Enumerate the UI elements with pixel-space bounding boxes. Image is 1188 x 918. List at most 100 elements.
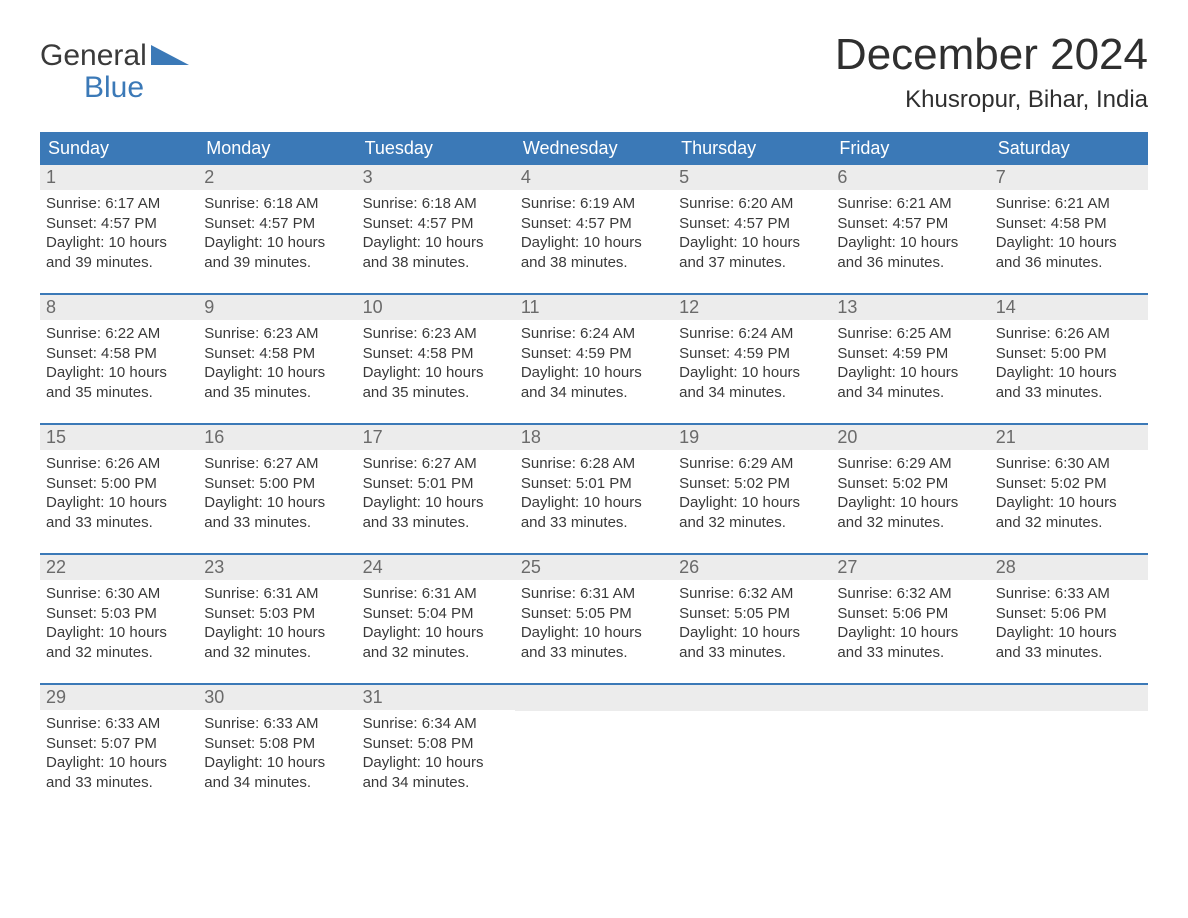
- day-body: Sunrise: 6:33 AMSunset: 5:07 PMDaylight:…: [40, 710, 198, 800]
- day-body: Sunrise: 6:21 AMSunset: 4:58 PMDaylight:…: [990, 190, 1148, 280]
- daylight-line2: and 32 minutes.: [837, 513, 983, 533]
- day-header: Thursday: [673, 132, 831, 165]
- sunrise-line: Sunrise: 6:24 AM: [679, 324, 825, 344]
- sunrise-line: Sunrise: 6:26 AM: [996, 324, 1142, 344]
- day-cell: 17Sunrise: 6:27 AMSunset: 5:01 PMDayligh…: [357, 425, 515, 543]
- sunset-line: Sunset: 4:58 PM: [996, 214, 1142, 234]
- sunrise-line: Sunrise: 6:21 AM: [996, 194, 1142, 214]
- daylight-line1: Daylight: 10 hours: [46, 753, 192, 773]
- day-number: [990, 685, 1148, 711]
- sunset-line: Sunset: 4:58 PM: [204, 344, 350, 364]
- daylight-line1: Daylight: 10 hours: [679, 363, 825, 383]
- day-cell: 18Sunrise: 6:28 AMSunset: 5:01 PMDayligh…: [515, 425, 673, 543]
- sunset-line: Sunset: 5:02 PM: [837, 474, 983, 494]
- daylight-line2: and 32 minutes.: [363, 643, 509, 663]
- day-header: Tuesday: [357, 132, 515, 165]
- day-body: Sunrise: 6:29 AMSunset: 5:02 PMDaylight:…: [673, 450, 831, 540]
- sunset-line: Sunset: 5:01 PM: [521, 474, 667, 494]
- day-body: Sunrise: 6:27 AMSunset: 5:01 PMDaylight:…: [357, 450, 515, 540]
- day-cell: 12Sunrise: 6:24 AMSunset: 4:59 PMDayligh…: [673, 295, 831, 413]
- sunrise-line: Sunrise: 6:20 AM: [679, 194, 825, 214]
- sunrise-line: Sunrise: 6:34 AM: [363, 714, 509, 734]
- sunrise-line: Sunrise: 6:18 AM: [363, 194, 509, 214]
- day-cell: 3Sunrise: 6:18 AMSunset: 4:57 PMDaylight…: [357, 165, 515, 283]
- sunset-line: Sunset: 5:03 PM: [46, 604, 192, 624]
- week-row: 1Sunrise: 6:17 AMSunset: 4:57 PMDaylight…: [40, 165, 1148, 283]
- sunset-line: Sunset: 4:59 PM: [521, 344, 667, 364]
- day-body: Sunrise: 6:32 AMSunset: 5:06 PMDaylight:…: [831, 580, 989, 670]
- brand-word1-row: General: [40, 40, 189, 72]
- brand-triangle-icon: [151, 40, 189, 72]
- day-body: Sunrise: 6:22 AMSunset: 4:58 PMDaylight:…: [40, 320, 198, 410]
- sunrise-line: Sunrise: 6:31 AM: [363, 584, 509, 604]
- sunrise-line: Sunrise: 6:24 AM: [521, 324, 667, 344]
- daylight-line2: and 38 minutes.: [363, 253, 509, 273]
- daylight-line2: and 35 minutes.: [363, 383, 509, 403]
- daylight-line1: Daylight: 10 hours: [204, 623, 350, 643]
- daylight-line2: and 33 minutes.: [996, 643, 1142, 663]
- day-cell: [990, 685, 1148, 803]
- day-number: 19: [673, 425, 831, 450]
- daylight-line1: Daylight: 10 hours: [521, 493, 667, 513]
- sunrise-line: Sunrise: 6:19 AM: [521, 194, 667, 214]
- sunrise-line: Sunrise: 6:18 AM: [204, 194, 350, 214]
- daylight-line2: and 36 minutes.: [837, 253, 983, 273]
- daylight-line1: Daylight: 10 hours: [204, 233, 350, 253]
- sunset-line: Sunset: 4:57 PM: [204, 214, 350, 234]
- sunset-line: Sunset: 4:57 PM: [679, 214, 825, 234]
- daylight-line2: and 39 minutes.: [46, 253, 192, 273]
- day-cell: [831, 685, 989, 803]
- title-block: December 2024 Khusropur, Bihar, India: [835, 30, 1148, 114]
- brand-word1: General: [40, 40, 147, 72]
- day-number: 14: [990, 295, 1148, 320]
- sunrise-line: Sunrise: 6:23 AM: [363, 324, 509, 344]
- day-cell: 10Sunrise: 6:23 AMSunset: 4:58 PMDayligh…: [357, 295, 515, 413]
- day-number: 8: [40, 295, 198, 320]
- day-cell: 25Sunrise: 6:31 AMSunset: 5:05 PMDayligh…: [515, 555, 673, 673]
- day-cell: 16Sunrise: 6:27 AMSunset: 5:00 PMDayligh…: [198, 425, 356, 543]
- daylight-line1: Daylight: 10 hours: [363, 363, 509, 383]
- month-title: December 2024: [835, 30, 1148, 80]
- daylight-line2: and 33 minutes.: [996, 383, 1142, 403]
- day-cell: 30Sunrise: 6:33 AMSunset: 5:08 PMDayligh…: [198, 685, 356, 803]
- day-header: Saturday: [990, 132, 1148, 165]
- daylight-line1: Daylight: 10 hours: [521, 233, 667, 253]
- day-number: 10: [357, 295, 515, 320]
- calendar: SundayMondayTuesdayWednesdayThursdayFrid…: [40, 132, 1148, 803]
- day-number: 22: [40, 555, 198, 580]
- day-cell: 1Sunrise: 6:17 AMSunset: 4:57 PMDaylight…: [40, 165, 198, 283]
- daylight-line2: and 38 minutes.: [521, 253, 667, 273]
- daylight-line1: Daylight: 10 hours: [204, 753, 350, 773]
- day-number: [515, 685, 673, 711]
- sunrise-line: Sunrise: 6:33 AM: [996, 584, 1142, 604]
- sunset-line: Sunset: 5:02 PM: [996, 474, 1142, 494]
- day-body: Sunrise: 6:21 AMSunset: 4:57 PMDaylight:…: [831, 190, 989, 280]
- daylight-line1: Daylight: 10 hours: [204, 363, 350, 383]
- day-body: Sunrise: 6:32 AMSunset: 5:05 PMDaylight:…: [673, 580, 831, 670]
- daylight-line2: and 34 minutes.: [204, 773, 350, 793]
- day-cell: 15Sunrise: 6:26 AMSunset: 5:00 PMDayligh…: [40, 425, 198, 543]
- day-number: 29: [40, 685, 198, 710]
- sunrise-line: Sunrise: 6:30 AM: [996, 454, 1142, 474]
- daylight-line1: Daylight: 10 hours: [996, 623, 1142, 643]
- day-number: 27: [831, 555, 989, 580]
- sunrise-line: Sunrise: 6:33 AM: [204, 714, 350, 734]
- day-number: [673, 685, 831, 711]
- day-body: Sunrise: 6:26 AMSunset: 5:00 PMDaylight:…: [40, 450, 198, 540]
- daylight-line1: Daylight: 10 hours: [679, 493, 825, 513]
- day-body: Sunrise: 6:19 AMSunset: 4:57 PMDaylight:…: [515, 190, 673, 280]
- sunrise-line: Sunrise: 6:23 AM: [204, 324, 350, 344]
- sunset-line: Sunset: 5:02 PM: [679, 474, 825, 494]
- day-number: 16: [198, 425, 356, 450]
- daylight-line2: and 34 minutes.: [363, 773, 509, 793]
- daylight-line2: and 35 minutes.: [46, 383, 192, 403]
- day-body: Sunrise: 6:30 AMSunset: 5:03 PMDaylight:…: [40, 580, 198, 670]
- day-cell: [673, 685, 831, 803]
- daylight-line2: and 33 minutes.: [521, 643, 667, 663]
- sunrise-line: Sunrise: 6:29 AM: [837, 454, 983, 474]
- day-cell: 13Sunrise: 6:25 AMSunset: 4:59 PMDayligh…: [831, 295, 989, 413]
- day-header: Friday: [831, 132, 989, 165]
- day-cell: 26Sunrise: 6:32 AMSunset: 5:05 PMDayligh…: [673, 555, 831, 673]
- day-cell: 14Sunrise: 6:26 AMSunset: 5:00 PMDayligh…: [990, 295, 1148, 413]
- day-number: 28: [990, 555, 1148, 580]
